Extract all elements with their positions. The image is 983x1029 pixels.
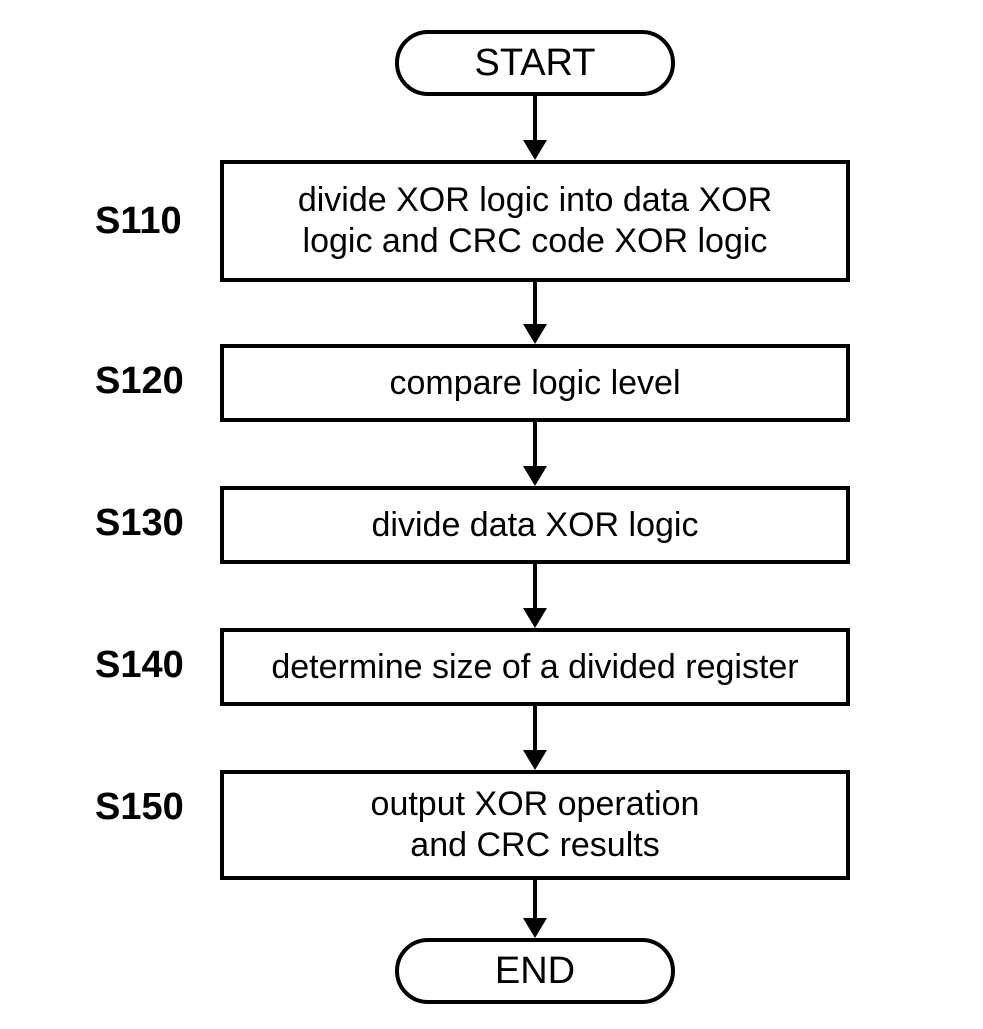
arrow-shaft (533, 564, 537, 608)
arrow-shaft (533, 96, 537, 140)
step-label-s140: S140 (95, 644, 184, 687)
step-label-s120: S120 (95, 360, 184, 403)
step-label-s150: S150 (95, 786, 184, 829)
process-s140-text: determine size of a divided register (271, 647, 798, 688)
process-s120-text: compare logic level (389, 363, 680, 404)
process-s110-text: divide XOR logic into data XORlogic and … (298, 180, 772, 262)
terminal-end: END (395, 938, 675, 1004)
terminal-start: START (395, 30, 675, 96)
arrow-head-icon (523, 466, 547, 486)
process-s130: divide data XOR logic (220, 486, 850, 564)
terminal-start-text: START (474, 42, 595, 85)
process-s130-text: divide data XOR logic (372, 505, 699, 546)
process-s150-text: output XOR operationand CRC results (371, 784, 700, 866)
process-s140: determine size of a divided register (220, 628, 850, 706)
arrow-shaft (533, 282, 537, 324)
arrow-head-icon (523, 140, 547, 160)
flowchart-canvas: START S110 divide XOR logic into data XO… (0, 0, 983, 1029)
process-s150: output XOR operationand CRC results (220, 770, 850, 880)
arrow-shaft (533, 706, 537, 750)
step-label-s130: S130 (95, 502, 184, 545)
step-label-s110: S110 (95, 200, 182, 243)
process-s120: compare logic level (220, 344, 850, 422)
arrow-shaft (533, 880, 537, 918)
process-s110: divide XOR logic into data XORlogic and … (220, 160, 850, 282)
arrow-head-icon (523, 324, 547, 344)
arrow-head-icon (523, 750, 547, 770)
arrow-head-icon (523, 608, 547, 628)
arrow-shaft (533, 422, 537, 466)
arrow-head-icon (523, 918, 547, 938)
terminal-end-text: END (495, 950, 575, 993)
